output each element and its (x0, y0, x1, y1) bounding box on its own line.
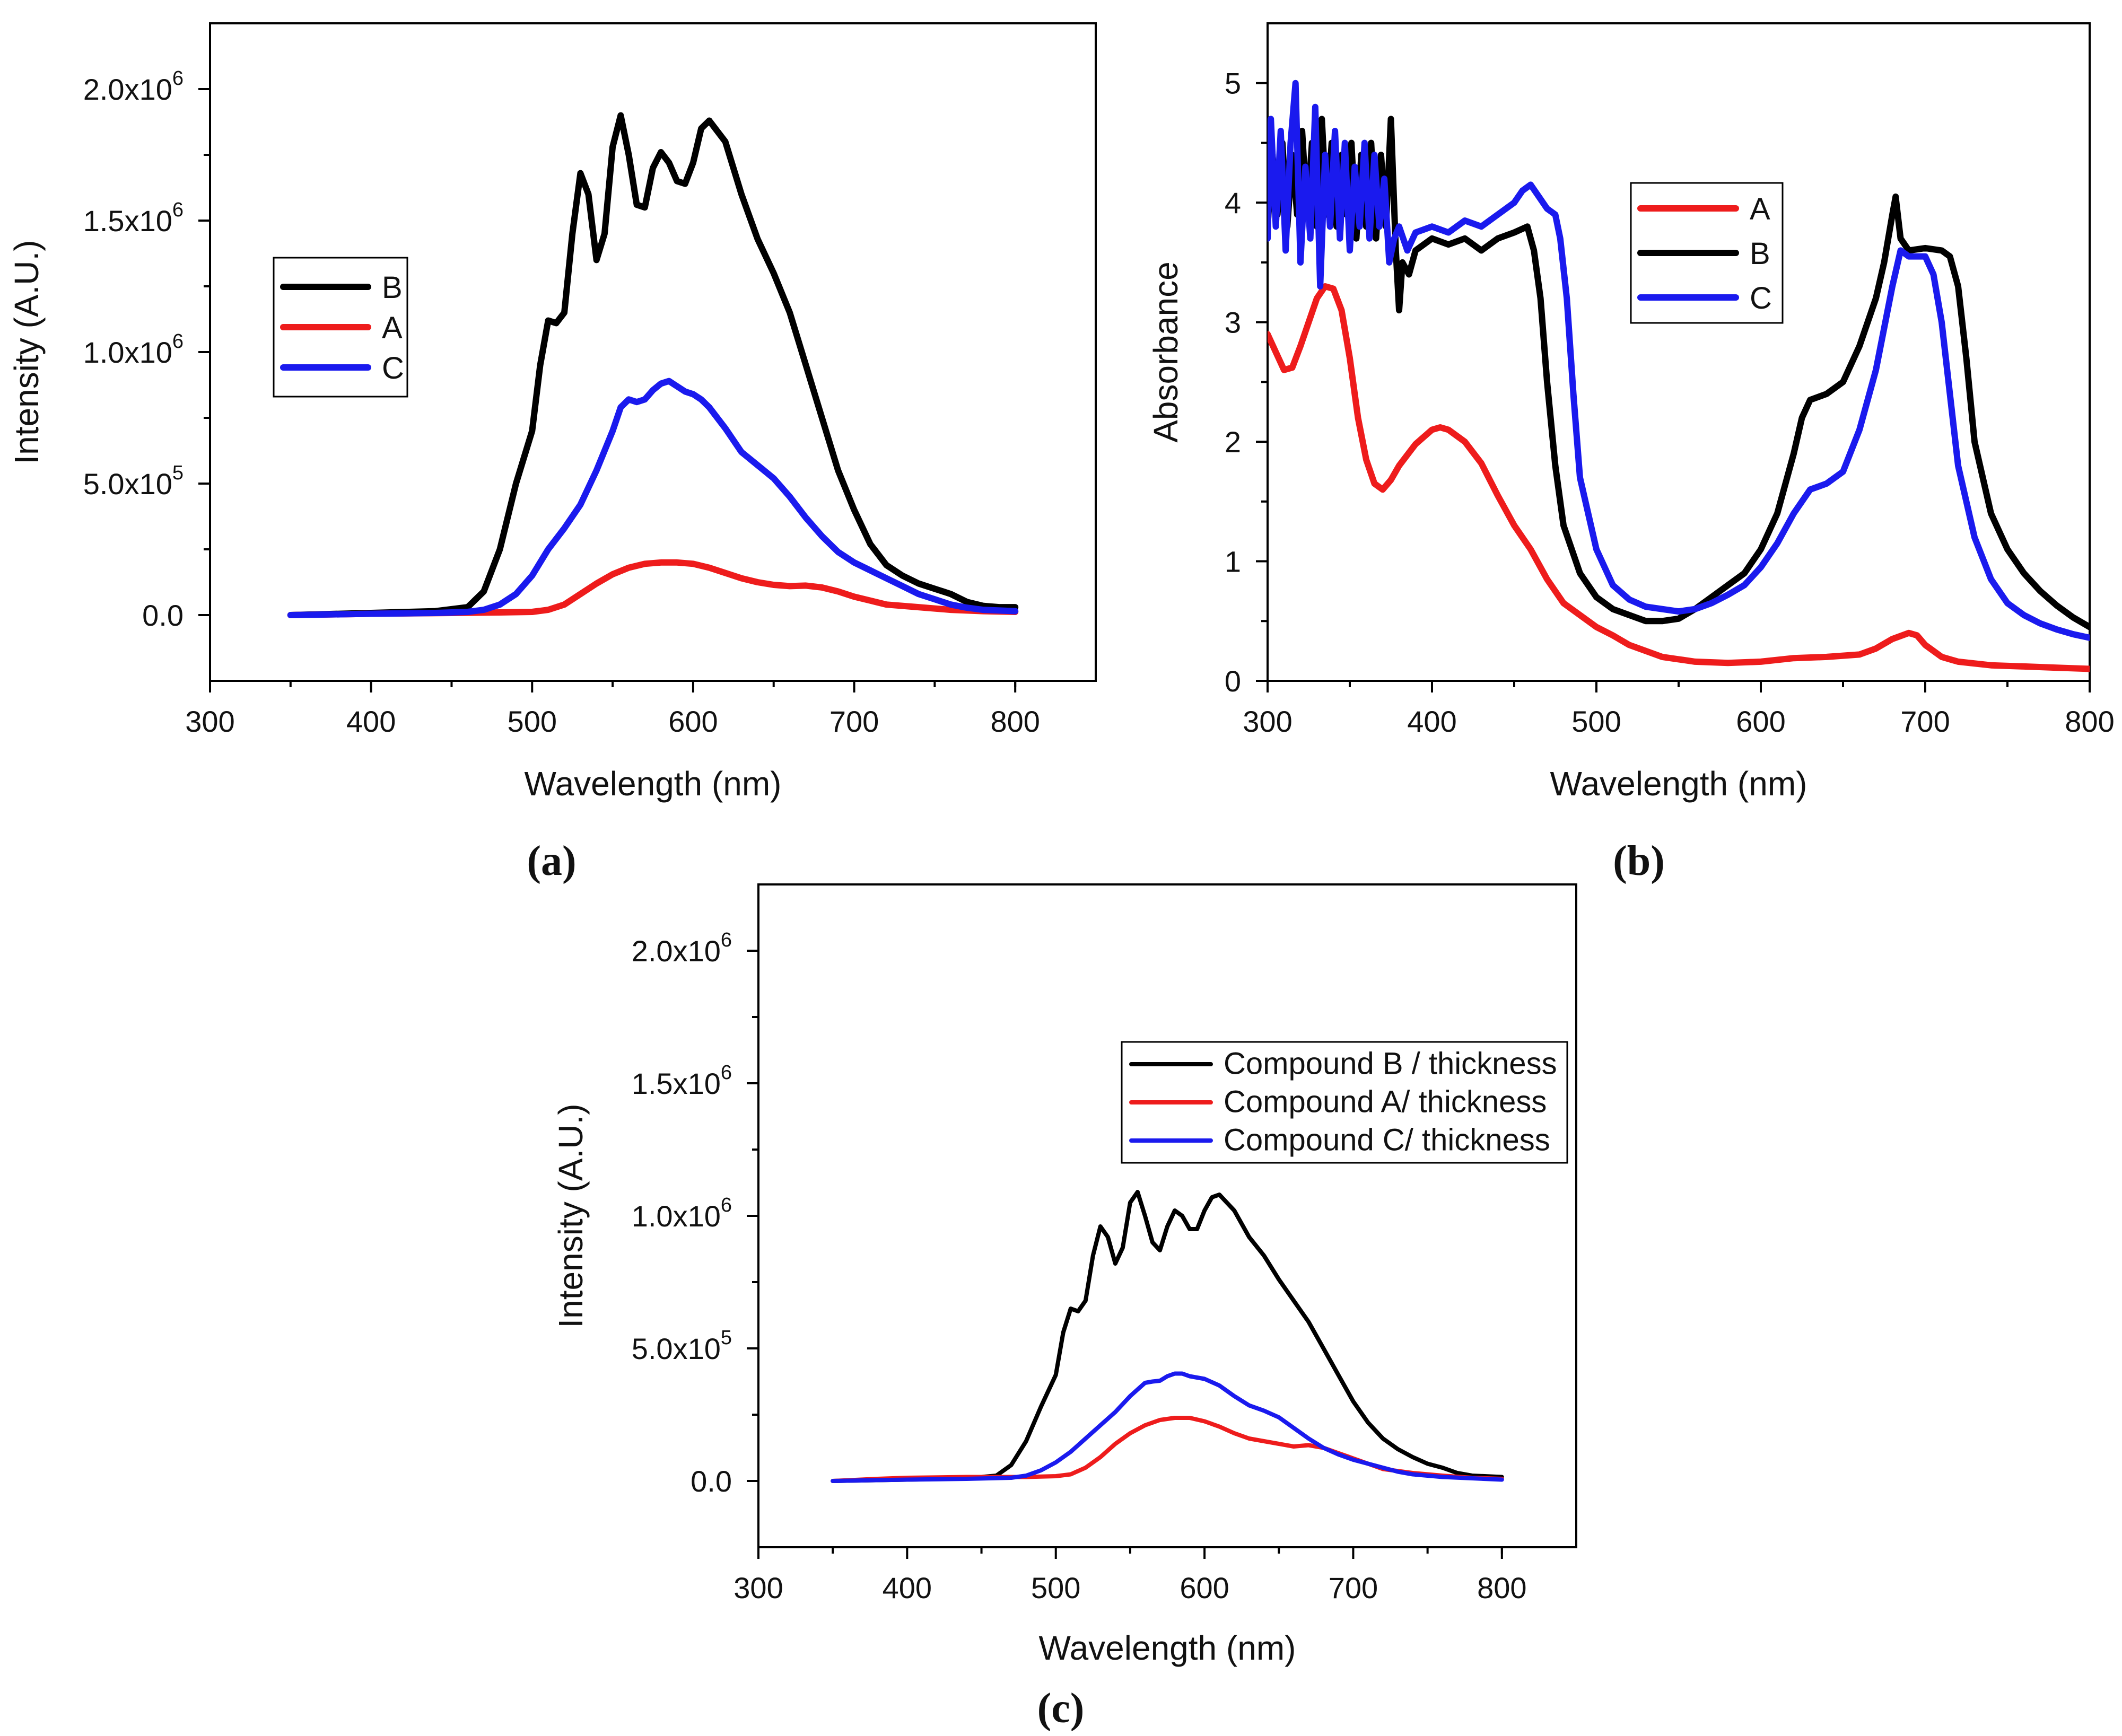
y-tick-mantissa: 0 (1225, 664, 1241, 698)
y-tick-label: 0.0 (691, 1465, 732, 1498)
chart-panel-a: 300 400 500 600 700 8000.05.0x1051.0x1061.5x1… (7, 22, 1097, 884)
series-line-a (1268, 283, 2090, 672)
y-tick-mantissa: 1.5x10 (83, 204, 172, 238)
y-tick-mantissa: 0.0 (691, 1465, 732, 1498)
legend-label-b: B (1750, 236, 1770, 271)
series-line-compound-b-thickness (831, 1190, 1504, 1483)
y-axis-title: Intensity (A.U.) (552, 1103, 590, 1328)
series-line-compound-c-thickness (831, 1371, 1504, 1483)
y-tick-exponent: 6 (172, 199, 184, 221)
panel-label: (a) (527, 838, 576, 884)
y-tick-mantissa: 1.5x10 (632, 1067, 721, 1100)
y-tick-label: 5.0x105 (632, 1327, 732, 1365)
y-tick-label: 1.5x106 (83, 199, 184, 238)
x-tick-label: 300 (185, 705, 234, 738)
x-tick-label: 400 (1407, 705, 1456, 738)
y-tick-mantissa: 5.0x10 (632, 1332, 721, 1365)
y-tick-mantissa: 1.0x10 (632, 1199, 721, 1233)
y-tick-label: 4 (1225, 186, 1241, 220)
chart-panel-c: 300 400 500 600 700 8000.05.0x1051.0x1061.5x1… (552, 883, 1577, 1732)
y-tick-mantissa: 5 (1225, 67, 1241, 100)
x-tick-label: 300 (1243, 705, 1292, 738)
legend-label-compound-a-thickness: Compound A/ thickness (1224, 1085, 1547, 1119)
y-tick-label: 2 (1225, 425, 1241, 459)
y-axis-title: Intensity (A.U.) (7, 240, 46, 464)
y-tick-exponent: 6 (721, 1062, 732, 1084)
y-tick-exponent: 6 (721, 929, 732, 951)
y-tick-exponent: 6 (721, 1194, 732, 1216)
x-tick-label: 500 (1571, 705, 1621, 738)
y-tick-mantissa: 3 (1225, 306, 1241, 339)
y-tick-mantissa: 1 (1225, 545, 1241, 578)
series-line-c (287, 378, 1019, 618)
legend-label-a: A (382, 311, 403, 345)
y-tick-label: 0.0 (142, 599, 184, 632)
panel-label: (c) (1037, 1685, 1085, 1732)
legend-label-c: C (1750, 281, 1772, 315)
x-tick-label: 500 (508, 705, 557, 738)
y-tick-label: 5.0x105 (83, 462, 184, 501)
plot-frame (757, 883, 1577, 1548)
legend-label-compound-c-thickness: Compound C/ thickness (1224, 1123, 1550, 1158)
y-tick-mantissa: 2 (1225, 425, 1241, 459)
y-tick-label: 0 (1225, 664, 1241, 698)
y-tick-exponent: 6 (172, 67, 184, 90)
x-tick-label: 700 (1900, 705, 1950, 738)
x-tick-label: 800 (990, 705, 1040, 738)
y-tick-mantissa: 1.0x10 (83, 336, 172, 369)
x-tick-label: 600 (1180, 1571, 1229, 1605)
legend: ABC (1630, 182, 1784, 324)
x-tick-label: 300 (733, 1571, 783, 1605)
y-tick-exponent: 5 (172, 462, 184, 484)
y-axis-title: Absorbance (1147, 261, 1185, 443)
y-tick-mantissa: 0.0 (142, 599, 184, 632)
legend-label-a: A (1750, 192, 1770, 226)
x-tick-label: 700 (1329, 1571, 1378, 1605)
y-tick-label: 3 (1225, 306, 1241, 339)
y-tick-label: 1.0x106 (632, 1194, 732, 1233)
x-tick-label: 500 (1031, 1571, 1080, 1605)
series-line-c (1268, 80, 2090, 641)
x-axis-title: Wavelength (nm) (1039, 1629, 1296, 1667)
x-tick-label: 400 (883, 1571, 932, 1605)
legend: BAC (273, 257, 408, 398)
y-tick-exponent: 5 (721, 1327, 732, 1349)
y-tick-exponent: 6 (172, 330, 184, 353)
legend: Compound B / thickness Compound A/ thickn… (1121, 1041, 1568, 1164)
series-line-b (287, 112, 1019, 618)
chart-panel-b: 300 400 500 600 700 800 0 1 2 3 4 5 Wavelength (nm) A… (1147, 22, 2115, 884)
y-tick-label: 1 (1225, 545, 1241, 578)
y-tick-label: 2.0x106 (632, 929, 732, 968)
y-tick-label: 1.5x106 (632, 1062, 732, 1100)
x-tick-label: 600 (668, 705, 718, 738)
x-axis-title: Wavelength (nm) (1550, 765, 1807, 803)
panel-label: (b) (1613, 838, 1665, 884)
y-tick-label: 2.0x106 (83, 67, 184, 106)
y-tick-mantissa: 2.0x10 (83, 73, 172, 106)
x-tick-label: 700 (829, 705, 879, 738)
series-line-a (287, 559, 1019, 618)
legend-label-c: C (382, 351, 404, 385)
x-axis-title: Wavelength (nm) (525, 765, 782, 803)
y-tick-mantissa: 4 (1225, 186, 1241, 220)
y-tick-mantissa: 2.0x10 (632, 934, 721, 968)
y-tick-mantissa: 5.0x10 (83, 467, 172, 501)
y-tick-label: 1.0x106 (83, 330, 184, 369)
x-tick-label: 800 (2065, 705, 2114, 738)
y-tick-label: 5 (1225, 67, 1241, 100)
x-tick-label: 600 (1736, 705, 1785, 738)
x-tick-label: 800 (1477, 1571, 1526, 1605)
legend-label-b: B (382, 270, 403, 305)
legend-label-compound-b-thickness: Compound B / thickness (1224, 1047, 1557, 1081)
x-tick-label: 400 (346, 705, 396, 738)
